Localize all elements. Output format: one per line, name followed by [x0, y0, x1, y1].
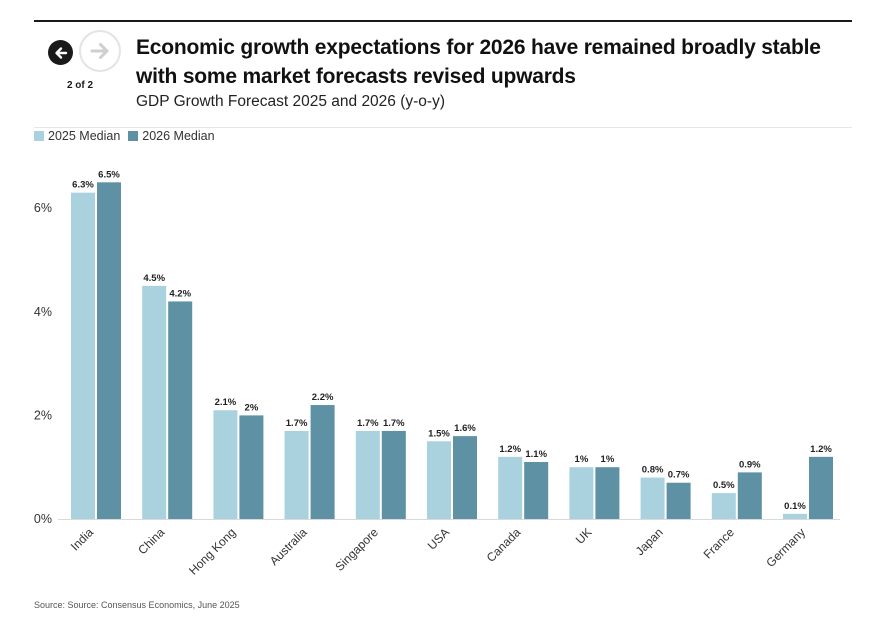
x-tick-label: China: [135, 525, 167, 557]
bar-2026: [524, 462, 549, 519]
bar-2026: [310, 405, 335, 519]
bar-2026: [239, 415, 264, 519]
data-label: 2.2%: [312, 392, 334, 403]
data-label: 0.5%: [713, 480, 735, 491]
x-tick-label: UK: [573, 525, 595, 547]
data-label: 2.1%: [215, 397, 237, 408]
x-tick-label: Canada: [484, 525, 524, 565]
bar-2025: [498, 456, 523, 519]
data-label: 1.6%: [454, 423, 476, 434]
bar-2026: [453, 436, 477, 519]
data-label: 0.8%: [642, 465, 664, 476]
x-tick-label: Australia: [267, 525, 310, 568]
bar-2025: [142, 285, 167, 519]
y-tick-label: 2%: [34, 408, 52, 422]
x-tick-label: India: [68, 525, 97, 554]
legend-swatch-2025: [34, 131, 44, 141]
y-tick-label: 6%: [34, 201, 52, 215]
data-label: 0.1%: [784, 501, 806, 512]
bar-2025: [569, 467, 594, 519]
bar-2025: [284, 430, 309, 519]
bar-2025: [711, 493, 736, 519]
bar-2026: [666, 482, 691, 519]
data-label: 1.2%: [499, 444, 521, 455]
y-tick-label: 4%: [34, 305, 52, 319]
data-label: 1.7%: [357, 418, 379, 429]
x-tick-label: France: [701, 525, 738, 562]
chart-legend: 2025 Median 2026 Median: [34, 129, 215, 143]
x-tick-label: Japan: [633, 525, 666, 558]
page-indicator: 2 of 2: [66, 80, 94, 91]
data-label: 4.2%: [169, 288, 191, 299]
previous-button[interactable]: [48, 40, 73, 65]
bar-2026: [737, 472, 762, 519]
legend-item-2026[interactable]: 2026 Median: [128, 129, 215, 143]
bar-2026: [381, 430, 406, 519]
bar-2026: [595, 467, 620, 519]
x-tick-label: Singapore: [332, 525, 381, 574]
legend-divider: [34, 127, 852, 128]
source-note: Source: Source: Consensus Economics, Jun…: [34, 600, 240, 610]
data-label: 1%: [601, 454, 615, 465]
x-tick-label: Germany: [763, 525, 808, 570]
legend-item-2025[interactable]: 2025 Median: [34, 129, 120, 143]
chart-subtitle: GDP Growth Forecast 2025 and 2026 (y-o-y…: [136, 93, 445, 110]
bar-2025: [640, 477, 665, 519]
data-label: 0.9%: [739, 459, 761, 470]
bar-2025: [71, 192, 95, 519]
data-label: 2%: [245, 402, 259, 413]
bar-2025: [783, 513, 807, 519]
data-label: 1.2%: [810, 444, 832, 455]
data-label: 1.7%: [383, 418, 405, 429]
bar-2025: [213, 410, 238, 519]
bar-chart: 0% 2% 4% 6% 6.3% 6.5% India 4.5% 4.2% China 2.1% 2%…: [34, 169, 840, 578]
page-title: Economic growth expectations for 2026 ha…: [136, 36, 821, 88]
data-label: 1.7%: [286, 418, 308, 429]
arrow-left-icon: [54, 46, 67, 59]
bar-2026: [97, 182, 121, 520]
bar-2026: [168, 301, 193, 519]
data-label: 6.5%: [98, 169, 120, 180]
data-label: 4.5%: [143, 273, 165, 284]
data-label: 1.5%: [428, 428, 450, 439]
x-tick-label: Hong Kong: [186, 525, 238, 577]
x-tick-label: USA: [425, 525, 452, 552]
arrow-right-icon: [90, 43, 109, 59]
bar-2025: [355, 430, 380, 519]
bar-2026: [809, 456, 833, 519]
legend-label-2025: 2025 Median: [48, 129, 121, 143]
legend-label-2026: 2026 Median: [142, 129, 215, 143]
y-tick-label: 0%: [34, 512, 52, 526]
top-rule: [34, 20, 852, 22]
bar-2025: [427, 441, 451, 519]
next-button[interactable]: [79, 30, 121, 72]
data-label: 1.1%: [525, 449, 547, 460]
data-label: 1%: [575, 454, 589, 465]
legend-swatch-2026: [128, 131, 139, 141]
data-label: 0.7%: [668, 470, 690, 481]
data-label: 6.3%: [72, 180, 94, 191]
